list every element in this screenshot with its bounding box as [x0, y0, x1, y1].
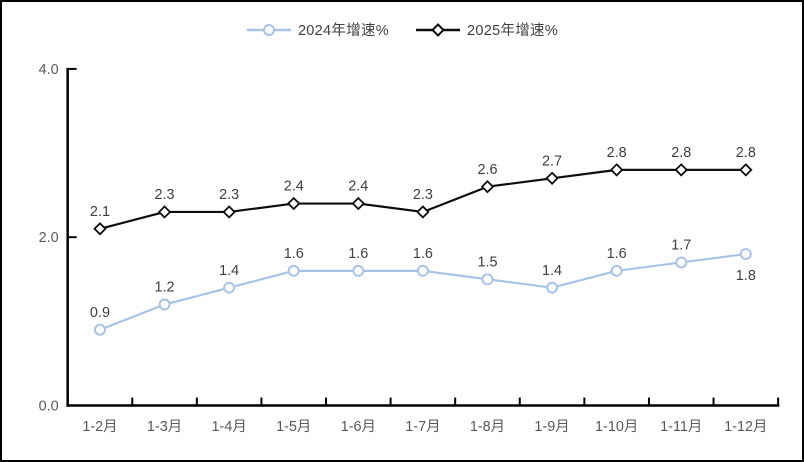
circle-marker-icon [675, 256, 688, 269]
diamond-marker-icon [157, 205, 172, 219]
circle-marker-icon [93, 323, 106, 336]
y-tick-label: 0.0 [39, 398, 59, 414]
data-label: 2.4 [284, 179, 304, 195]
diamond-marker-icon [416, 205, 430, 219]
x-tick-label: 1-7月 [405, 419, 440, 435]
circle-marker-icon [287, 264, 300, 277]
x-tick-label: 1-8月 [470, 419, 505, 435]
circle-marker-icon [158, 298, 171, 311]
data-label: 2.8 [736, 145, 756, 161]
data-label: 1.8 [736, 268, 756, 284]
diamond-marker-icon [222, 205, 236, 219]
data-label: 2.4 [348, 179, 368, 195]
data-label: 1.4 [219, 263, 239, 279]
data-label: 1.6 [284, 246, 304, 262]
y-tick-label: 2.0 [39, 230, 59, 246]
data-label: 1.7 [671, 238, 691, 254]
data-label: 0.9 [90, 305, 110, 321]
data-label: 2.7 [542, 153, 562, 169]
x-tick-label: 1-5月 [276, 419, 311, 435]
data-label: 2.3 [219, 187, 239, 203]
x-tick-label: 1-9月 [534, 419, 569, 435]
y-tick-label: 4.0 [39, 62, 59, 78]
diamond-marker-icon [286, 196, 301, 211]
x-tick-label: 1-2月 [82, 419, 117, 435]
x-tick-label: 1-10月 [595, 419, 638, 435]
data-label: 2.6 [477, 162, 497, 178]
x-tick-label: 1-11月 [660, 419, 702, 435]
circle-marker-icon [610, 264, 623, 277]
data-label: 2.8 [671, 145, 691, 161]
circle-marker-icon [416, 264, 429, 277]
x-tick-label: 1-3月 [147, 419, 182, 435]
circle-marker-icon [739, 248, 752, 260]
diamond-marker-icon [545, 171, 559, 186]
data-label: 1.2 [155, 280, 175, 296]
circle-marker-icon [352, 264, 365, 277]
x-tick-label: 1-6月 [341, 419, 376, 435]
x-tick-label: 1-4月 [212, 419, 247, 435]
diamond-marker-icon [674, 163, 688, 177]
data-label: 2.3 [413, 187, 433, 203]
data-label: 2.1 [90, 204, 110, 220]
data-label: 1.4 [542, 263, 562, 279]
data-label: 2.8 [607, 145, 627, 161]
diamond-marker-icon [351, 196, 366, 211]
data-label: 1.6 [607, 246, 627, 262]
data-label: 1.6 [348, 246, 368, 262]
circle-marker-icon [546, 281, 559, 294]
diamond-marker-icon [93, 222, 107, 236]
data-label: 1.5 [477, 254, 497, 270]
data-label: 2.3 [155, 187, 175, 203]
diamond-marker-icon [609, 163, 624, 177]
circle-marker-icon [223, 281, 236, 294]
x-tick-label: 1-12月 [724, 419, 767, 435]
diamond-marker-icon [739, 163, 753, 177]
data-label: 1.6 [413, 246, 433, 262]
circle-marker-icon [481, 273, 494, 286]
diamond-marker-icon [480, 179, 495, 194]
